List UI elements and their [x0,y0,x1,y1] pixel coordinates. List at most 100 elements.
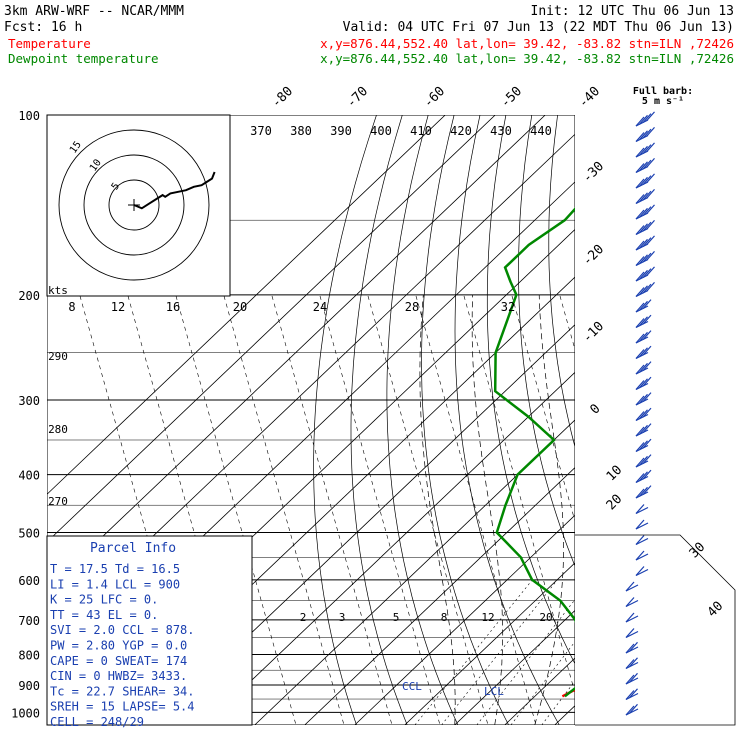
isotherm [605,115,740,725]
wind-barbs [575,111,736,726]
mixing-ratio-label: 16 [166,300,180,314]
wind-barb [635,392,652,406]
isotherm-label: 30 [687,540,709,562]
mixing-ratio-line [559,295,575,351]
hodograph-ring [83,154,185,256]
pressure-label: 200 [18,289,40,303]
dry-adiabat [454,115,560,725]
mixing-ratio-label: 5 [393,611,400,624]
init-time: Init: 12 UTC Thu 06 Jun 13 [531,4,735,19]
wind-barb [625,672,639,685]
dry-adiabat [350,115,408,725]
wind-barb [635,251,655,267]
isotherm-label: -70 [344,84,371,111]
wind-barb [625,581,639,592]
isotherm-label: 40 [705,599,727,621]
model-title: 3km ARW-WRF -- NCAR/MMM [4,4,184,19]
dry-adiabat [713,115,740,725]
hodograph-trace [133,171,216,210]
moist-adiabat [419,294,456,725]
mixing-ratio-line [367,295,489,725]
mixing-ratio-line [319,295,441,725]
mixing-ratio-label: 8 [68,300,75,314]
dry-adiabat [421,115,509,725]
dewpoint-location-info: x,y=876.44,552.40 lat,lon= 39.42, -83.82… [320,51,734,66]
isotherm-label: -30 [580,159,607,186]
theta-label: 410 [410,124,432,138]
theta-label: 390 [330,124,352,138]
parcel-info-row: Tc = 22.7 SHEAR= 34. [50,684,195,698]
wind-barb [635,504,649,515]
mixing-ratio-line [271,295,393,725]
dry-adiabat [687,115,740,725]
mixing-ratio-label: 28 [405,300,419,314]
parcel-info-row: LI = 1.4 LCL = 900 [50,577,180,591]
parcel-info-row: CAPE = 0 SWEAT= 174 [50,654,187,668]
parcel-info-row: K = 25 LFC = 0. [50,593,158,607]
pressure-label: 500 [18,527,40,541]
mixing-ratio-line [414,579,533,725]
theta-label: 430 [490,124,512,138]
isotherm [354,514,575,725]
hodograph-units: kts [48,284,68,297]
hodograph-ring [108,179,160,231]
isotherm [204,371,575,725]
wind-barb [635,173,655,189]
wind-barb [625,703,639,716]
dry-adiabat [313,115,377,725]
isotherm [404,562,575,725]
mixing-ratio-line [415,295,537,725]
wind-barb [635,550,649,561]
wind-barb [635,127,655,143]
wind-barb [625,612,639,623]
pressure-label: 700 [18,614,40,628]
isotherm-label: -60 [421,84,448,111]
mixing-ratio-line [175,295,297,725]
mixing-ratio-line [510,641,575,725]
isotherm [47,115,496,543]
mixing-ratio-label: 3 [339,611,346,624]
dewpoint-legend: Dewpoint temperature [8,51,159,66]
pressure-label: 1000 [11,706,40,720]
theta-label: 370 [250,124,272,138]
parcel-info-row: CIN = 0 HWBZ= 3433. [50,669,187,683]
wind-barb [635,438,652,453]
mixing-ratio-label: 12 [111,300,125,314]
wind-barb [635,330,652,344]
moist-adiabat [655,295,740,725]
dry-adiabat [518,115,575,567]
wind-barb [635,314,652,329]
barb-legend-value: 5 m s⁻¹ [642,96,684,107]
theta-label: 440 [530,124,552,138]
wind-barb [635,469,652,484]
sounding-profiles [493,207,575,698]
isotherm [554,705,575,725]
wind-barb [635,189,655,205]
wind-barb [635,235,655,251]
theta-label: 290 [48,350,68,363]
pressure-label: 100 [18,109,40,123]
lcl-label: LCL [484,685,504,698]
wind-barb [635,454,652,468]
dewpoint-profile [493,207,575,698]
wind-barb [635,519,649,530]
pressure-label: 300 [18,394,40,408]
wind-barb [635,361,652,375]
moist-adiabat [471,294,504,725]
pressure-label: 400 [18,469,40,483]
isotherm [47,115,546,591]
pressure-label: 800 [18,648,40,662]
isotherm-label: -20 [580,242,607,269]
parcel-info-row: SREH = 15 LAPSE= 5.4 [50,700,195,714]
hodograph-ring [58,129,210,281]
wind-barb [635,204,655,220]
isotherm-label: -50 [498,84,525,111]
wind-barb [635,407,652,422]
wind-barb [625,628,639,639]
isotherm [47,115,446,495]
wind-panel-frame [575,534,736,726]
wind-barb [635,566,649,577]
parcel-info-row: TT = 43 EL = 0. [50,608,158,622]
parcel-info-title: Parcel Info [90,541,176,556]
